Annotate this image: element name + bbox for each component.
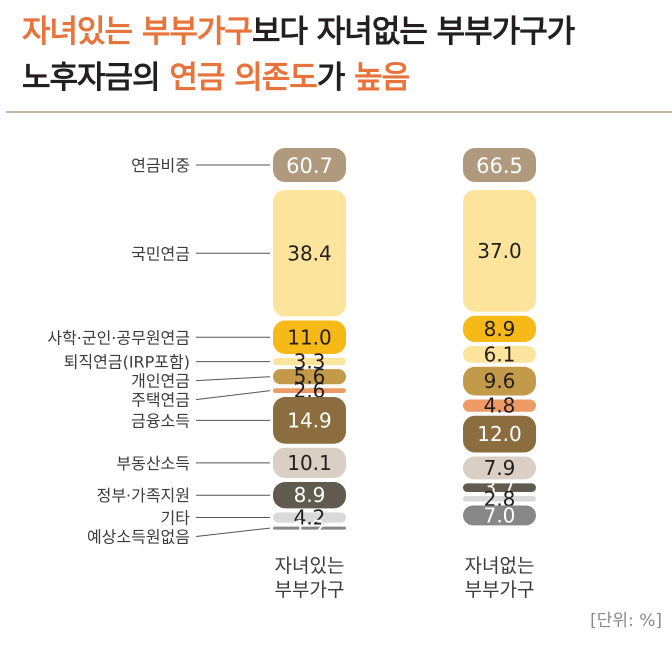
title-line-1: 자녀있는 부부가구보다 자녀없는 부부가구가	[22, 6, 575, 51]
segment-value-label: 5.6	[294, 365, 326, 389]
summary-pill	[463, 148, 536, 182]
bar-segment	[273, 320, 346, 354]
series-label: 예상소득원없음	[87, 527, 190, 546]
bar-segment	[463, 456, 536, 480]
title-divider	[6, 111, 672, 113]
title-segment: 자녀있는 부부가구	[22, 14, 253, 50]
summary-value-label: 66.5	[476, 154, 523, 178]
series-label: 기타	[161, 508, 191, 527]
series-label: 국민연금	[131, 244, 190, 263]
bar-segment	[463, 505, 536, 526]
bar-segment	[463, 415, 536, 453]
segment-value-label: 10.1	[287, 451, 332, 475]
bar-segment	[273, 482, 346, 509]
title-segment: 노후자금의	[22, 60, 170, 96]
bar-segment	[273, 388, 346, 394]
bar-segment	[463, 190, 536, 312]
bar-segment	[463, 496, 536, 502]
segment-value-label: 38.4	[287, 241, 332, 265]
segment-value-label: 1.2	[294, 516, 326, 540]
bar-segment	[273, 357, 346, 366]
title-segment: 가	[316, 60, 355, 96]
bar-segment	[463, 399, 536, 412]
series-label: 주택연금	[131, 391, 190, 410]
category-label: 자녀없는	[465, 555, 535, 577]
bar-segment	[463, 315, 536, 343]
series-label: 금융소득	[131, 411, 190, 430]
bar-segment	[463, 483, 536, 492]
series-label: 부동산소득	[116, 454, 190, 473]
bar-segment	[273, 369, 346, 385]
series-label: 퇴직연금(IRP포함)	[64, 353, 190, 372]
segment-value-label: 7.9	[484, 456, 516, 480]
bar-segment	[273, 447, 346, 479]
unit-label: [단위: %]	[590, 611, 662, 631]
leader-line	[195, 527, 271, 537]
bar-segment	[273, 190, 346, 317]
segment-value-label: 6.1	[484, 342, 516, 366]
segment-value-label: 11.0	[287, 325, 332, 349]
category-label: 부부가구	[275, 579, 345, 601]
bar-segment	[273, 512, 346, 523]
title-segment: 높음	[354, 60, 410, 96]
series-label: 개인연금	[131, 372, 190, 391]
series-label: 사학·군인·공무원연금	[47, 328, 190, 347]
title-segment: 보다 자녀없는 부부가구가	[251, 14, 575, 50]
segment-value-label: 4.2	[294, 505, 326, 529]
summary-value-label: 60.7	[286, 154, 333, 178]
segment-value-label: 4.8	[484, 394, 516, 418]
bar-segment	[463, 366, 536, 396]
segment-value-label: 12.0	[477, 422, 522, 446]
segment-value-label: 9.6	[484, 369, 516, 393]
series-label: 정부·가족지원	[97, 486, 190, 505]
series-label: 연금비중	[131, 156, 190, 175]
summary-pill	[273, 148, 346, 182]
bar-segment	[463, 346, 536, 363]
category-label: 부부가구	[465, 579, 535, 601]
bar-segment	[273, 397, 346, 444]
segment-value-label: 14.9	[287, 408, 332, 432]
leader-line	[195, 390, 271, 401]
segment-value-label: 3.7	[484, 476, 516, 500]
leader-line	[195, 376, 271, 382]
title-segment: 연금 의존도	[169, 60, 317, 96]
bar-segment	[273, 526, 346, 530]
segment-value-label: 37.0	[477, 239, 522, 263]
title-line-2: 노후자금의 연금 의존도가 높음	[22, 52, 410, 97]
segment-value-label: 8.9	[484, 317, 516, 341]
segment-value-label: 7.0	[484, 503, 516, 527]
category-label: 자녀있는	[275, 555, 345, 577]
segment-value-label: 8.9	[294, 483, 326, 507]
